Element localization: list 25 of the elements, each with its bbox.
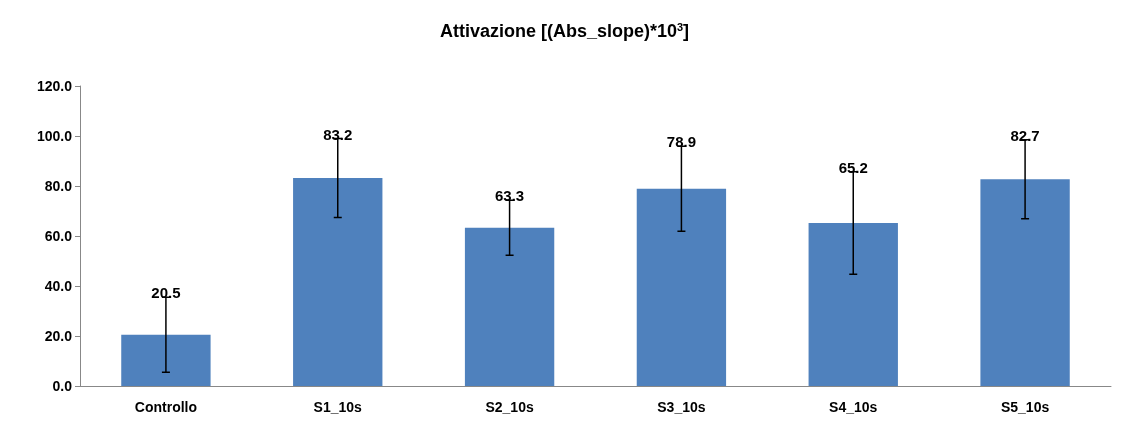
bar	[464, 227, 555, 386]
y-tick-label: 20.0	[44, 328, 73, 344]
bar	[293, 178, 383, 386]
x-tick-label: S2_10s	[485, 399, 534, 415]
x-tick-label: Controllo	[134, 399, 198, 415]
bar	[121, 334, 211, 386]
x-tick-label: S1_10s	[313, 399, 363, 415]
bar	[808, 223, 898, 386]
data-label: 83.2	[323, 125, 353, 143]
y-tick-label: 120.0	[36, 78, 73, 94]
data-label: 63.3	[494, 187, 525, 205]
data-label: 78.9	[666, 133, 697, 151]
data-label: 20.5	[151, 284, 181, 302]
data-label: 82.7	[1010, 126, 1040, 144]
bar	[980, 179, 1070, 386]
x-tick-label: S3_10s	[657, 399, 706, 415]
x-tick-label: S5_10s	[1000, 399, 1050, 415]
y-tick-label: 0.0	[52, 378, 73, 394]
x-tick-label: S4_10s	[829, 399, 878, 415]
y-tick-label: 40.0	[44, 278, 73, 294]
y-tick-label: 60.0	[44, 228, 73, 244]
y-tick-label: 100.0	[36, 128, 73, 144]
y-tick-label: 80.0	[44, 178, 73, 194]
bar	[636, 188, 727, 386]
data-label: 65.2	[838, 158, 868, 176]
